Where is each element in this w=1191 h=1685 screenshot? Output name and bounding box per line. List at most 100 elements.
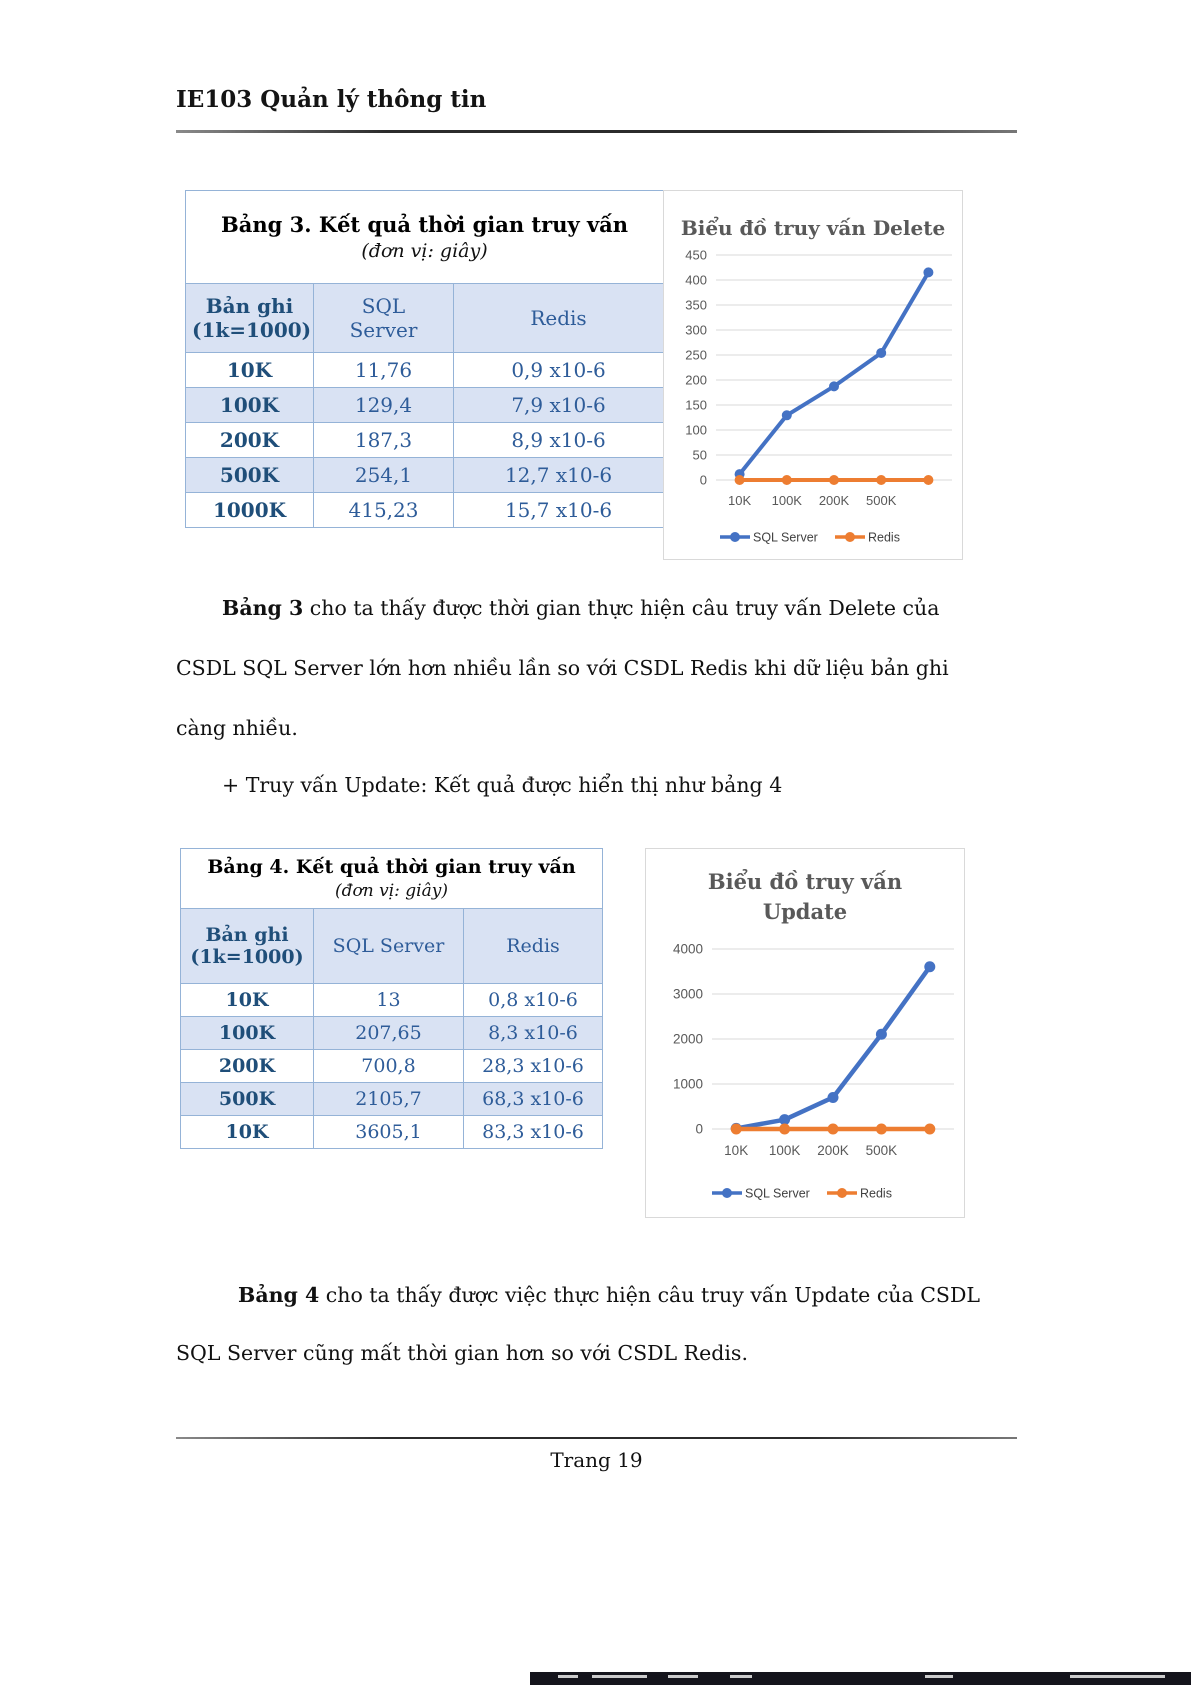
delete-query-chart: Biểu đồ truy vấn Delete 0 50 100 150 200 250 30…: [663, 190, 963, 560]
table-row: 500K 254,1 12,7 x10-6: [185, 457, 665, 493]
paragraph-text: cho ta thấy được thời gian thực hiện câu…: [176, 596, 949, 740]
time-value-cell: 2105,7: [313, 1082, 464, 1116]
table4-column-header: SQL Server: [313, 908, 464, 984]
record-count-cell: 100K: [180, 1016, 314, 1050]
sql-server-marker: [781, 410, 792, 421]
paragraph-lead-bold: Bảng 4: [238, 1283, 320, 1307]
y-axis-tick-label: 250: [685, 348, 707, 363]
y-axis-tick-label: 450: [685, 248, 707, 263]
chart-title: Biểu đồ truy vấn Delete: [681, 215, 945, 240]
table3-header-row: Bản ghi (1k=1000) SQL Server Redis: [185, 283, 665, 353]
footer-page-number: Trang 19: [550, 1448, 643, 1472]
y-axis-tick-label: 3000: [673, 987, 703, 1002]
redis-marker: [781, 475, 792, 485]
header-rule: [176, 130, 1017, 133]
chart-title: Biểu đồ truy vấn: [708, 869, 902, 894]
y-axis-tick-label: 0: [700, 473, 707, 488]
legend-sql-server-label: SQL Server: [745, 1187, 810, 1201]
time-value-cell: 0,9 x10-6: [452, 352, 665, 388]
table3-caption-row: Bảng 3. Kết quả thời gian truy vấn (đơn …: [184, 190, 665, 284]
y-axis-tick-label: 100: [685, 423, 707, 438]
page-header-title: IE103 Quản lý thông tin: [176, 86, 487, 113]
time-value-cell: 83,3 x10-6: [462, 1115, 604, 1149]
record-count-cell: 1000K: [185, 492, 314, 528]
page-edge-mark: [925, 1675, 953, 1678]
y-axis-tick-label: 300: [685, 323, 707, 338]
y-axis-tick-label: 400: [685, 273, 707, 288]
x-axis-tick-label: 500K: [866, 1143, 898, 1158]
sql-server-marker: [924, 961, 936, 973]
x-axis-tick-label: 100K: [769, 1143, 801, 1158]
legend-redis-marker: [845, 532, 855, 542]
paragraph-text: cho ta thấy được việc thực hiện câu truy…: [176, 1283, 981, 1365]
x-axis-tick-label: 200K: [817, 1143, 849, 1158]
record-count-cell: 10K: [180, 1115, 314, 1149]
table4-column-header: Bản ghi (1k=1000): [180, 908, 314, 984]
time-value-cell: 13: [313, 983, 464, 1017]
x-axis-tick-label: 100K: [772, 493, 803, 508]
record-count-cell: 10K: [185, 352, 314, 388]
time-value-cell: 415,23: [313, 492, 454, 528]
table3-column-header: Bản ghi (1k=1000): [185, 283, 314, 353]
time-value-cell: 11,76: [313, 352, 454, 388]
redis-marker: [924, 1123, 936, 1135]
table3-subtitle: (đơn vị: giây): [361, 240, 488, 262]
page-edge-mark: [730, 1675, 752, 1678]
x-axis-tick-label: 10K: [724, 1143, 748, 1158]
paragraph-table3-comment: Bảng 3 cho ta thấy được thời gian thực h…: [176, 578, 976, 758]
paragraph-lead-bold: Bảng 3: [222, 596, 304, 620]
table3-title: Bảng 3. Kết quả thời gian truy vấn: [220, 212, 629, 237]
next-page-edge: [530, 1672, 1191, 1685]
sql-server-line: [737, 270, 931, 477]
page-edge-mark: [558, 1675, 578, 1678]
table4-subtitle: (đơn vị: giây): [335, 881, 448, 901]
time-value-cell: 0,8 x10-6: [462, 983, 604, 1017]
table-row: 100K 207,65 8,3 x10-6: [180, 1016, 604, 1050]
time-value-cell: 15,7 x10-6: [452, 492, 665, 528]
paragraph-update-intro: + Truy vấn Update: Kết quả được hiển thị…: [176, 768, 996, 802]
sql-server-marker: [923, 267, 934, 278]
time-value-cell: 3605,1: [313, 1115, 464, 1149]
time-value-cell: 129,4: [313, 387, 454, 423]
chart-canvas: Biểu đồ truy vấn Update 0 1000 2000 3000 4000 1…: [673, 869, 954, 1201]
table-row: 1000K 415,23 15,7 x10-6: [185, 492, 665, 528]
record-count-cell: 500K: [180, 1082, 314, 1116]
table-row: 500K 2105,7 68,3 x10-6: [180, 1082, 604, 1116]
time-value-cell: 28,3 x10-6: [462, 1049, 604, 1083]
sql-server-marker: [779, 1114, 791, 1126]
time-value-cell: 68,3 x10-6: [462, 1082, 604, 1116]
legend-sql-server-marker: [730, 532, 740, 542]
table4-caption-row: Bảng 4. Kết quả thời gian truy vấn (đơn …: [179, 848, 604, 909]
paragraph-table4-comment: Bảng 4 cho ta thấy được việc thực hiện c…: [176, 1266, 988, 1382]
y-axis-tick-label: 4000: [673, 942, 703, 957]
table-row: 10K 11,76 0,9 x10-6: [185, 352, 665, 388]
chart-title: Update: [763, 899, 847, 924]
chart-canvas: Biểu đồ truy vấn Delete 0 50 100 150 200 250 30…: [681, 215, 952, 545]
legend-redis-marker: [837, 1188, 847, 1198]
record-count-cell: 10K: [180, 983, 314, 1017]
legend-sql-server-label: SQL Server: [753, 531, 818, 545]
table-row: 200K 700,8 28,3 x10-6: [180, 1049, 604, 1083]
redis-marker: [827, 1123, 839, 1135]
redis-marker: [875, 1123, 887, 1135]
y-axis-tick-label: 0: [695, 1122, 703, 1137]
table4-column-header: Redis: [462, 908, 604, 984]
time-value-cell: 700,8: [313, 1049, 464, 1083]
y-axis-tick-label: 2000: [673, 1032, 703, 1047]
time-value-cell: 207,65: [313, 1016, 464, 1050]
update-query-chart: Biểu đồ truy vấn Update 0 1000 2000 3000 4000 1…: [645, 848, 965, 1218]
record-count-cell: 200K: [180, 1049, 314, 1083]
paragraph-text: + Truy vấn Update: Kết quả được hiển thị…: [222, 773, 783, 797]
table-row: 10K 3605,1 83,3 x10-6: [180, 1115, 604, 1149]
sql-server-marker: [876, 347, 887, 358]
table3-column-header: SQL Server: [313, 283, 454, 353]
legend-sql-server-marker: [722, 1188, 732, 1198]
y-axis-tick-label: 200: [685, 373, 707, 388]
time-value-cell: 12,7 x10-6: [452, 457, 665, 493]
redis-marker: [779, 1123, 791, 1135]
table-row: 200K 187,3 8,9 x10-6: [185, 422, 665, 458]
x-axis-tick-label: 500K: [866, 493, 897, 508]
y-axis-tick-label: 1000: [673, 1077, 703, 1092]
table3-column-header: Redis: [452, 283, 665, 353]
